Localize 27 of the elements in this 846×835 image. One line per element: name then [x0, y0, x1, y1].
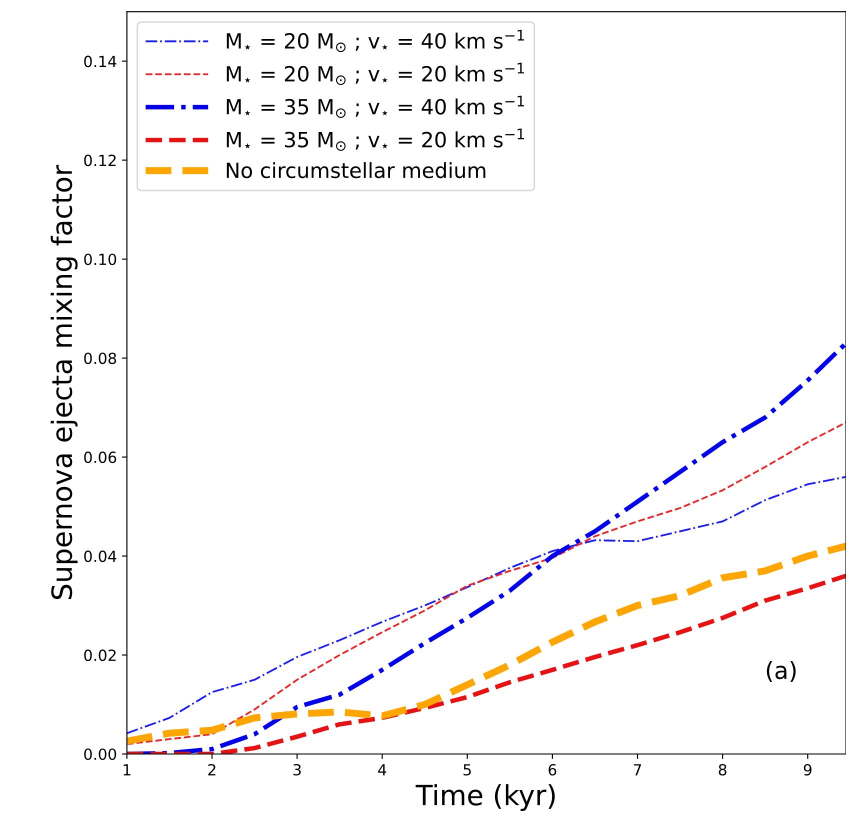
y-axis-title: Supernova ejecta mixing factor	[50, 164, 78, 600]
y-tick-label: 0.08	[84, 352, 116, 364]
x-tick-label: 7	[634, 764, 642, 776]
x-tick-label: 3	[293, 764, 301, 776]
y-tick-label: 0.00	[84, 748, 116, 760]
x-tick-label: 9	[804, 764, 812, 776]
y-tick-label: 0.02	[84, 649, 116, 662]
legend-label: No circumstellar medium	[226, 162, 486, 178]
y-tick-label: 0.06	[84, 452, 116, 464]
y-tick-label: 0.10	[84, 254, 116, 266]
x-tick-label: 2	[208, 764, 216, 776]
x-tick-label: 4	[378, 764, 386, 776]
y-tick-label: 0.14	[84, 56, 116, 68]
annotation: (a)	[766, 660, 796, 682]
y-tick-label: 0.12	[84, 154, 116, 166]
x-tick-label: 1	[124, 764, 130, 776]
x-axis-title: Time (kyr)	[416, 784, 555, 811]
legend-label: M$_{⋆}$ = 35 M$_{⊙}$ ; v$_{⋆}$ = 20 km s$^{−1}$	[226, 128, 524, 151]
legend-label: M$_{⋆}$ = 20 M$_{⊙}$ ; v$_{⋆}$ = 20 km s$^{−1}$	[226, 62, 524, 86]
line-series	[126, 422, 846, 746]
line-series	[126, 476, 846, 734]
legend-label: M$_{⋆}$ = 35 M$_{⊙}$ ; v$_{⋆}$ = 40 km s$^{−1}$	[226, 96, 524, 118]
x-tick-label: 8	[718, 764, 726, 776]
legend-label: M$_{⋆}$ = 20 M$_{⊙}$ ; v$_{⋆}$ = 40 km s$^{−1}$	[226, 30, 524, 52]
y-tick-label: 0.04	[84, 550, 116, 562]
x-tick-label: 6	[548, 764, 556, 776]
x-tick-label: 5	[464, 764, 471, 776]
